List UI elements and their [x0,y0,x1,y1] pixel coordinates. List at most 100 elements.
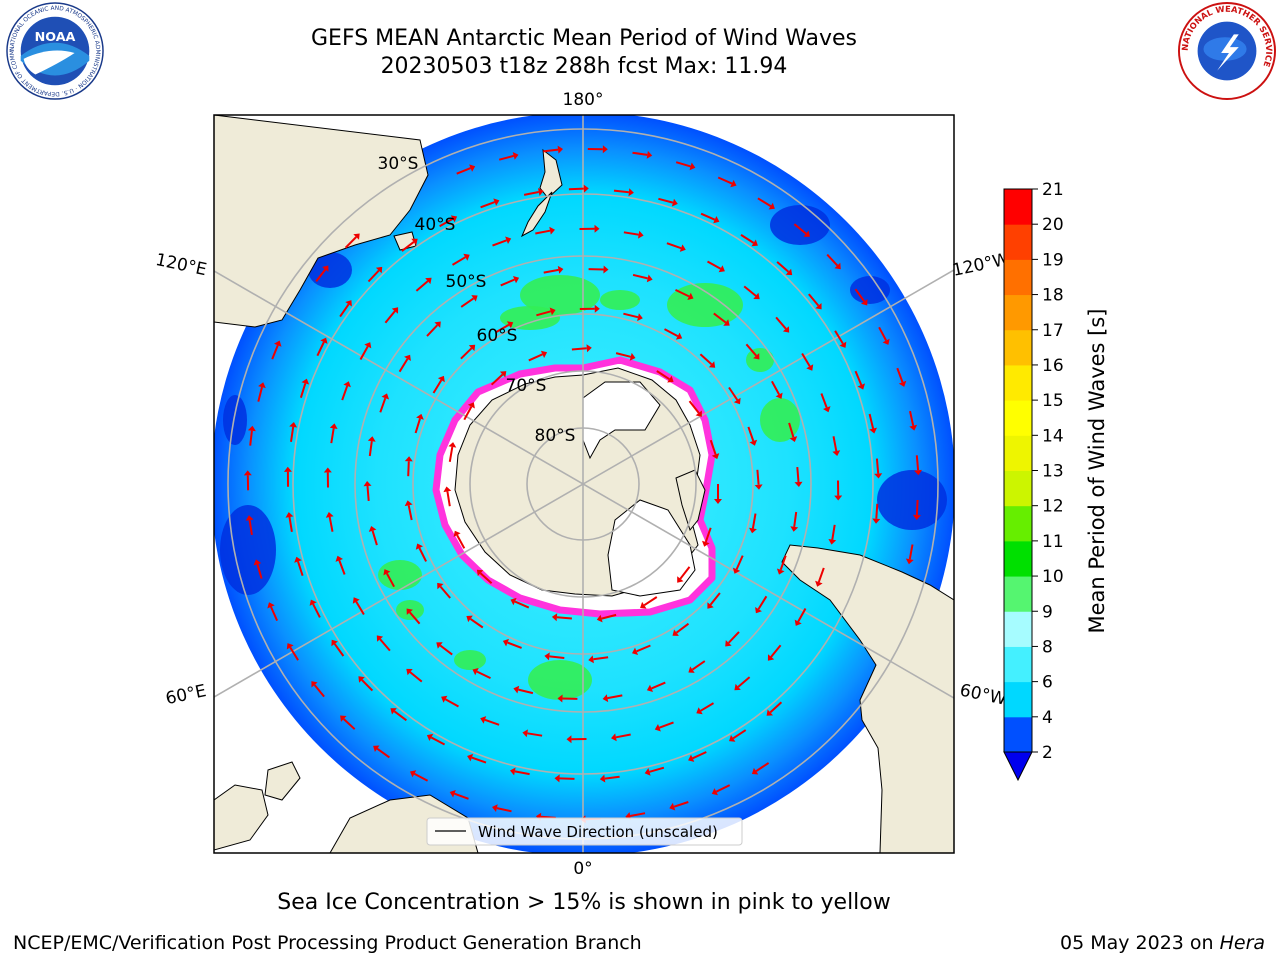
colorbar-tick-label: 9 [1042,602,1053,622]
wave-direction-arrow [623,312,639,319]
wave-direction-arrowhead [512,152,519,160]
footer-credit: NCEP/EMC/Verification Post Processing Pr… [13,932,642,954]
wave-direction-arrow [398,358,409,373]
wave-direction-arrow [776,261,790,273]
colorbar-segment [1004,294,1032,331]
wave-direction-arrowhead [671,198,678,207]
wave-direction-arrow [313,684,325,698]
lat-label-70s: 70°S [506,376,547,396]
wave-direction-arrowhead [675,332,683,340]
wave-direction-arrow [854,288,866,302]
wave-direction-arrow [407,505,413,521]
wave-direction-arrow [426,324,439,337]
wave-direction-arrow [460,297,475,308]
wave-direction-arrowhead [363,481,372,487]
wave-direction-arrowhead [411,238,418,246]
wave-direction-arrowhead [599,774,606,783]
ross-ice-shelf [582,381,661,460]
wave-direction-arrow [658,197,674,204]
madagascar-land [214,784,269,851]
wave-direction-arrow [376,747,390,759]
wave-direction-arrowhead [711,453,720,460]
wave-direction-arrow [623,231,639,236]
wave-direction-arrow [820,393,828,408]
wave-direction-arrow [386,573,395,588]
wave-direction-arrow [415,280,429,292]
wave-direction-arrowhead [434,321,441,328]
wave-direction-arrow [801,352,811,367]
wave-direction-arrow [330,428,335,444]
wave-direction-arrowhead [267,602,275,609]
lon-label-60e: 60°E [164,681,208,709]
wave-direction-arrowhead [688,754,695,762]
wave-direction-arrow [743,285,757,297]
wave-direction-arrowhead [448,442,457,448]
wave-direction-arrow [757,595,768,610]
wave-direction-arrow [826,253,839,267]
wave-direction-arrowhead [718,265,725,273]
wave-direction-arrowhead [467,753,474,762]
wave-direction-arrow [315,268,327,283]
wave-direction-arrowhead [436,642,443,649]
wave-direction-arrowhead [794,619,802,626]
wave-direction-arrow [613,189,630,194]
wave-direction-arrow [367,269,380,283]
wave-direction-arrow [460,347,473,360]
wave-direction-arrow [651,681,666,690]
wave-direction-arrow [559,777,575,780]
wave-direction-arrow [379,638,391,652]
wave-direction-arrow [401,241,415,252]
wave-direction-arrow [312,603,321,618]
wave-direction-arrowhead [823,406,831,413]
wave-direction-arrowhead [632,647,639,655]
wave-direction-arrowhead [586,344,592,353]
wave-direction-arrow [371,530,378,546]
wave-direction-arrowhead [247,425,256,432]
meridian-60e-120w [214,269,954,698]
wave-direction-arrow [518,688,534,695]
wave-direction-arrow [915,499,919,516]
colorbar-segment [1004,716,1032,753]
chart-subtitle: 20230503 t18z 288h fcst Max: 11.94 [380,54,788,79]
wave-direction-arrowhead [753,353,760,360]
wave-direction-arrowhead [502,638,509,647]
wave-direction-arrowhead [834,262,841,270]
green-wave-patch [378,560,422,590]
wave-direction-arrowhead [687,292,694,300]
colorbar-tick-label: 16 [1042,356,1064,376]
wave-direction-arrowhead [449,790,456,798]
wave-direction-arrowhead [373,745,380,752]
wave-direction-arrow [495,323,510,334]
wave-direction-arrowhead [493,198,500,206]
wave-direction-arrow [543,268,559,274]
wave-direction-arrowhead [749,439,758,446]
wave-direction-arrowhead [466,615,473,623]
south-america-land [781,544,954,853]
wave-direction-arrow [418,547,427,562]
wave-direction-arrow [355,601,365,616]
wave-direction-arrow [679,566,691,580]
wave-direction-arrowhead [301,378,310,385]
green-wave-patch [760,398,800,442]
wave-direction-arrowhead [343,381,351,388]
wave-direction-arrowhead [785,268,793,276]
colorbar-segment [1004,435,1032,471]
wave-direction-arrow [368,440,373,457]
wave-direction-arrowhead [637,313,643,322]
wave-direction-arrowhead [594,224,600,233]
wave-direction-arrow [439,218,454,228]
sea-ice-caption: Sea Ice Concentration > 15% is shown in … [277,890,891,915]
wave-direction-arrowhead [646,684,653,692]
wave-direction-arrow [740,234,755,244]
wave-direction-arrowhead [286,643,294,650]
colorbar-segment [1004,505,1032,542]
wave-direction-arrow [407,461,410,477]
wave-direction-arrow [456,167,471,175]
wave-direction-arrowhead [243,470,252,476]
wave-direction-arrow [732,729,747,740]
wave-direction-arrow [673,801,689,808]
wave-direction-arrow [656,370,670,381]
wave-direction-arrowhead [551,613,558,622]
wave-direction-arrow [713,312,727,324]
lon-label-120e: 120°E [154,250,209,280]
